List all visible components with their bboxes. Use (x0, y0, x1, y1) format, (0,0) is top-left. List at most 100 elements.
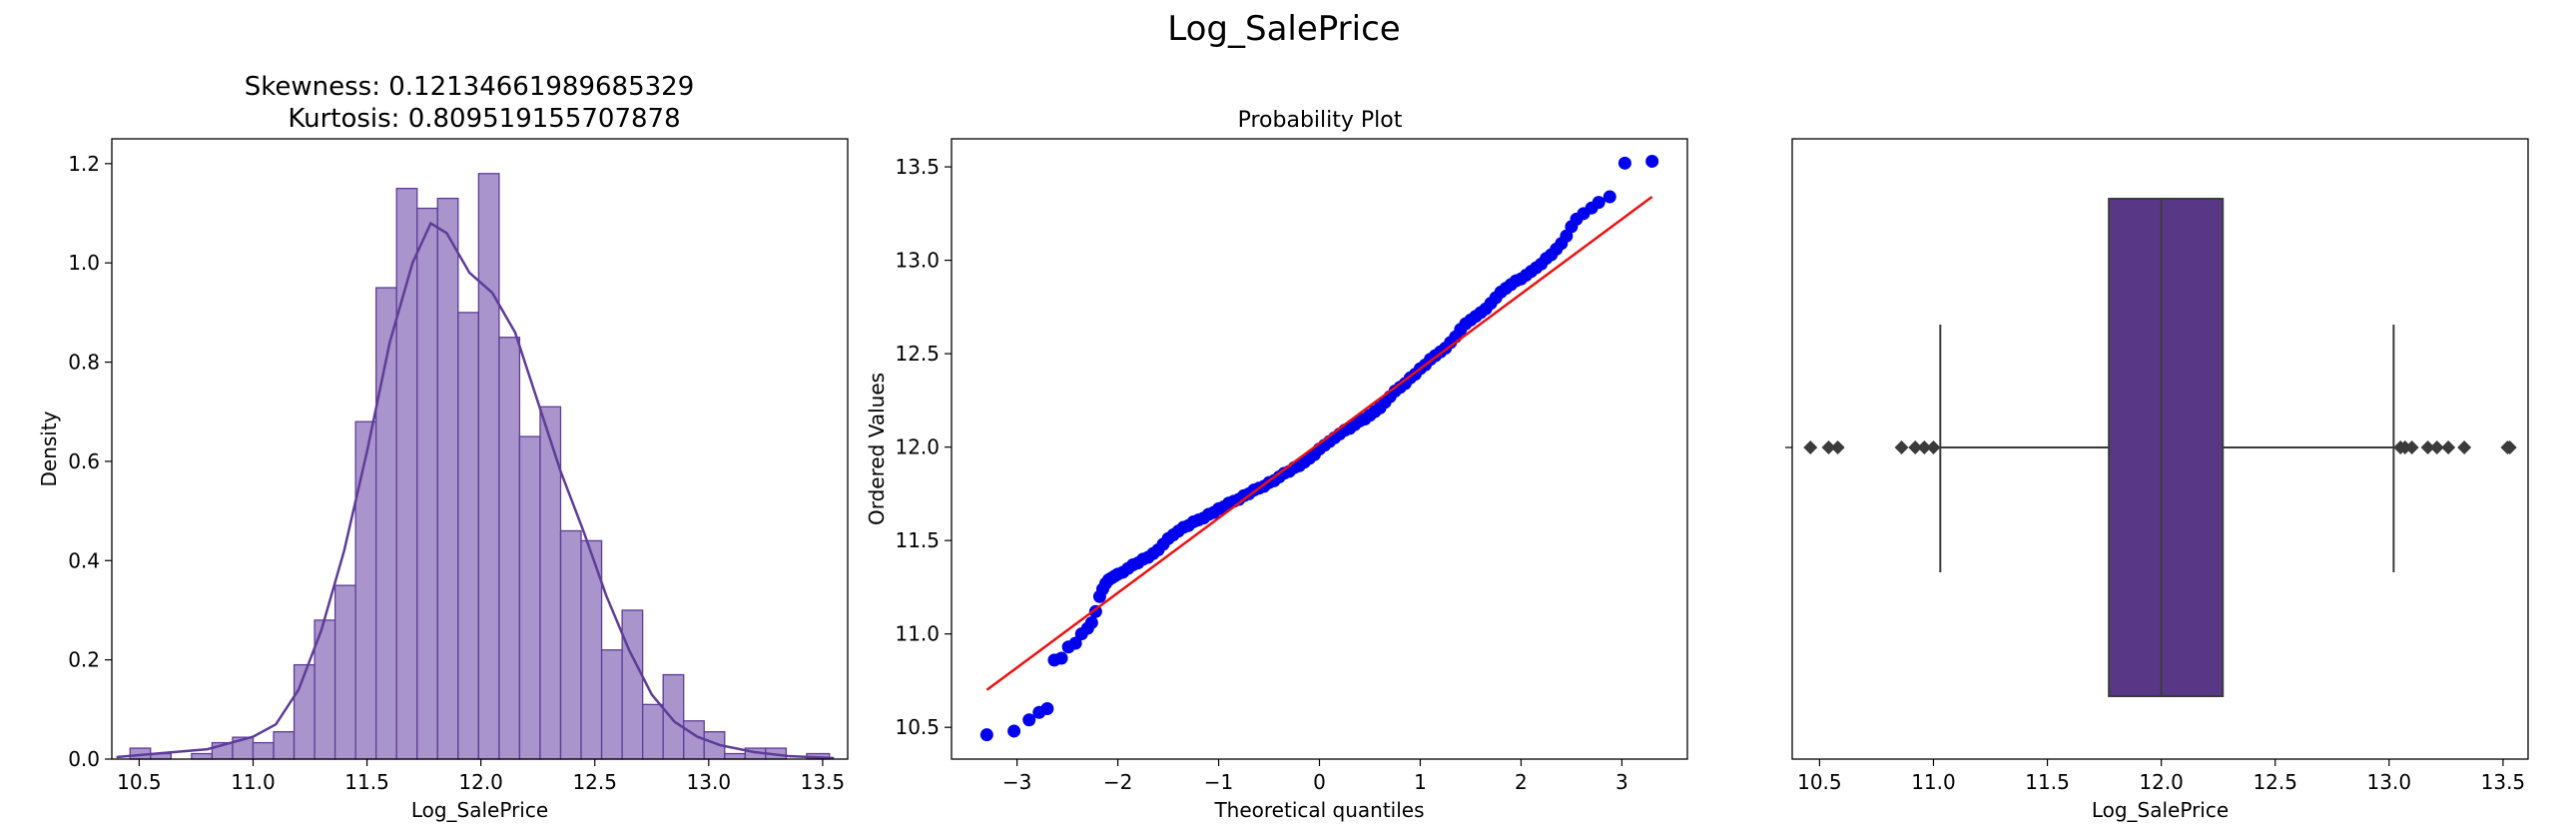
boxplot-outlier (1830, 440, 1845, 454)
histogram-x-tick-label: 12.5 (572, 770, 617, 794)
probability-plot-point (1603, 190, 1616, 204)
histogram-x-axis-label: Log_SalePrice (411, 798, 548, 822)
histogram-axes-frame (111, 138, 849, 760)
probability-plot-y-tick-label: 12.5 (895, 342, 940, 366)
probability-plot-y-axis-label: Ordered Values (865, 373, 889, 525)
histogram-bar (457, 312, 480, 760)
boxplot-outlier (2441, 440, 2456, 454)
boxplot-panel: 10.5 11.0 11.5 12.0 12.5 13.0 13.5 Log_SalePri… (1785, 138, 2529, 822)
histogram-title-kurtosis: Kurtosis: 0.809519155707878 (288, 104, 680, 134)
probability-plot-point (1084, 615, 1098, 629)
boxplot-ticks: 10.5 11.0 11.5 12.0 12.5 13.0 13.5 (1785, 446, 2525, 794)
probability-plot-fit-line (985, 195, 1653, 691)
histogram-bar (518, 435, 541, 760)
probability-plot-title: Probability Plot (1238, 108, 1403, 133)
probability-plot-y-tick-label: 13.5 (895, 155, 940, 179)
probability-plot-point (1617, 156, 1631, 170)
histogram-ticks: 10.5 11.0 11.5 12.0 12.5 13.0 13.5 0.0 0.2 0.4 0.6… (68, 152, 845, 794)
boxplot-axes-frame (1791, 138, 2529, 760)
probability-plot-panel: Probability Plot −3 −2 −1 0 1 2 3 10.5 11.0 11.5 1… (865, 108, 1688, 822)
probability-plot-point (1592, 196, 1606, 210)
histogram-x-tick-label: 13.0 (687, 770, 732, 794)
probability-plot-point (1007, 724, 1021, 738)
histogram-y-tick-label: 0.4 (68, 548, 100, 572)
probability-plot-point (1054, 651, 1068, 665)
probability-plot-x-tick-label: −2 (1103, 770, 1132, 794)
probability-plot-y-tick-label: 11.5 (895, 528, 940, 552)
probability-plot-x-tick-label: −1 (1204, 770, 1233, 794)
histogram-bar (191, 752, 214, 760)
histogram-bar (498, 337, 521, 760)
boxplot-x-tick-label: 12.5 (2253, 770, 2297, 794)
histogram-bar (662, 673, 685, 760)
histogram-x-tick-label: 10.5 (117, 770, 162, 794)
probability-plot-y-tick-label: 12.0 (895, 435, 940, 459)
boxplot-outlier (2420, 440, 2435, 454)
boxplot-x-tick-label: 10.5 (1797, 770, 1842, 794)
histogram-bar (354, 420, 377, 760)
probability-plot-point (1022, 713, 1036, 727)
boxplot-x-axis-label: Log_SalePrice (2092, 798, 2229, 822)
histogram-bar (477, 173, 500, 760)
histogram-title-skewness: Skewness: 0.12134661989685329 (245, 72, 695, 102)
histogram-bar (683, 720, 705, 760)
boxplot-x-tick-label: 13.0 (2367, 770, 2412, 794)
histogram-y-tick-label: 0.6 (68, 449, 100, 473)
boxplot-outlier (2502, 440, 2517, 454)
histogram-y-tick-label: 0.2 (68, 648, 100, 672)
probability-plot-point (1645, 154, 1659, 168)
boxplot-outlier (1917, 440, 1932, 454)
boxplot-outlier (1908, 440, 1923, 454)
boxplot-x-tick-label: 11.5 (2025, 770, 2070, 794)
kde-curve (116, 221, 835, 760)
probability-plot-points (979, 154, 1659, 742)
histogram-bar (273, 731, 296, 760)
boxplot-box (1939, 198, 2395, 697)
boxplot-x-tick-label: 12.0 (2139, 770, 2184, 794)
histogram-y-tick-label: 0.0 (68, 747, 100, 771)
boxplot-outlier (1926, 440, 1941, 454)
histogram-y-tick-label: 1.0 (68, 251, 100, 275)
histogram-bar (395, 188, 418, 760)
histogram-y-axis-label: Density (37, 411, 61, 486)
probability-plot-x-tick-label: 2 (1515, 770, 1528, 794)
histogram-bar (724, 752, 746, 760)
histogram-bar (416, 207, 438, 760)
boxplot-outliers (1803, 440, 2517, 454)
boxplot-x-tick-label: 11.0 (1911, 770, 1956, 794)
histogram-bar (600, 649, 623, 760)
probability-plot-point (979, 728, 993, 742)
probability-plot-y-tick-label: 11.0 (895, 622, 940, 646)
histogram-bar (333, 584, 356, 760)
histogram-panel: Skewness: 0.12134661989685329 Kurtosis: … (37, 72, 849, 822)
probability-plot-x-tick-label: 0 (1313, 770, 1326, 794)
probability-plot-x-tick-label: 1 (1414, 770, 1427, 794)
boxplot-outlier (1821, 440, 1836, 454)
histogram-x-tick-label: 11.0 (231, 770, 276, 794)
histogram-bars (129, 173, 831, 760)
boxplot-outlier (1894, 440, 1909, 454)
histogram-bar (641, 703, 664, 760)
probability-plot-axes-frame (951, 138, 1688, 760)
boxplot-outlier (2404, 440, 2419, 454)
histogram-x-tick-label: 12.0 (458, 770, 503, 794)
boxplot-outlier (1803, 440, 1818, 454)
probability-plot-x-tick-label: 3 (1615, 770, 1628, 794)
boxplot-outlier (2429, 440, 2444, 454)
boxplot-outlier (2457, 440, 2472, 454)
histogram-y-tick-label: 1.2 (68, 152, 100, 176)
histogram-bar (252, 741, 275, 760)
probability-plot-y-tick-label: 13.0 (895, 249, 940, 273)
histogram-bar (559, 529, 582, 760)
probability-plot-x-tick-label: −3 (1002, 770, 1031, 794)
histogram-bar (621, 609, 644, 760)
histogram-x-tick-label: 11.5 (344, 770, 389, 794)
histogram-bar (436, 197, 459, 760)
probability-plot-y-tick-label: 10.5 (895, 715, 940, 739)
histogram-bar (293, 663, 316, 760)
histogram-x-tick-label: 13.5 (801, 770, 846, 794)
histogram-y-tick-label: 0.8 (68, 351, 100, 375)
probability-plot-x-axis-label: Theoretical quantiles (1213, 798, 1424, 822)
boxplot-iqr-box (2108, 198, 2225, 697)
